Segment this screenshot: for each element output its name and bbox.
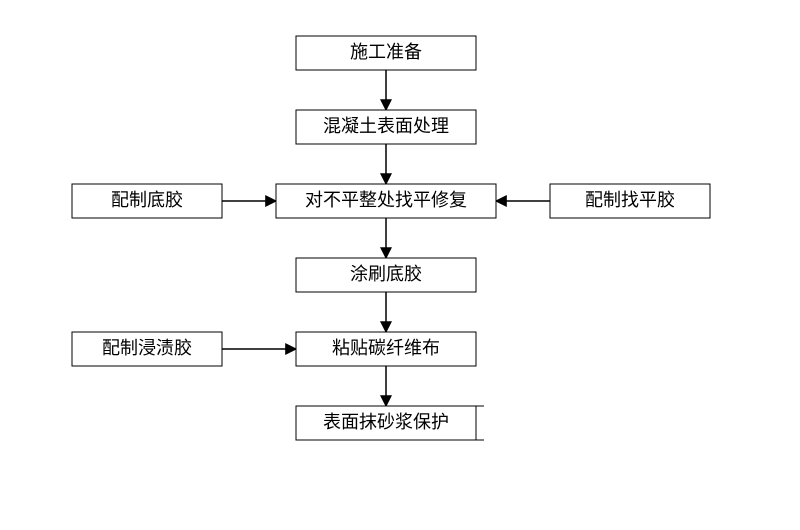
node-n2: 混凝土表面处理 (296, 110, 476, 144)
node-s1: 配制底胶 (72, 184, 222, 218)
node-label-n6: 表面抹砂浆保护 (323, 412, 449, 432)
node-label-n5: 粘贴碳纤维布 (332, 338, 440, 358)
node-label-n4: 涂刷底胶 (350, 264, 422, 284)
node-n3: 对不平整处找平修复 (276, 184, 496, 218)
node-n5: 粘贴碳纤维布 (296, 332, 476, 366)
node-label-n2: 混凝土表面处理 (323, 116, 449, 136)
node-label-s1: 配制底胶 (111, 190, 183, 210)
node-label-s2: 配制找平胶 (585, 190, 675, 210)
node-label-n1: 施工准备 (350, 42, 422, 62)
node-n1: 施工准备 (296, 36, 476, 70)
node-n6: 表面抹砂浆保护 (296, 406, 476, 440)
node-s3: 配制浸渍胶 (72, 332, 222, 366)
node-label-s3: 配制浸渍胶 (102, 338, 192, 358)
node-n4: 涂刷底胶 (296, 258, 476, 292)
node-label-n3: 对不平整处找平修复 (305, 190, 467, 210)
node-s2: 配制找平胶 (550, 184, 710, 218)
